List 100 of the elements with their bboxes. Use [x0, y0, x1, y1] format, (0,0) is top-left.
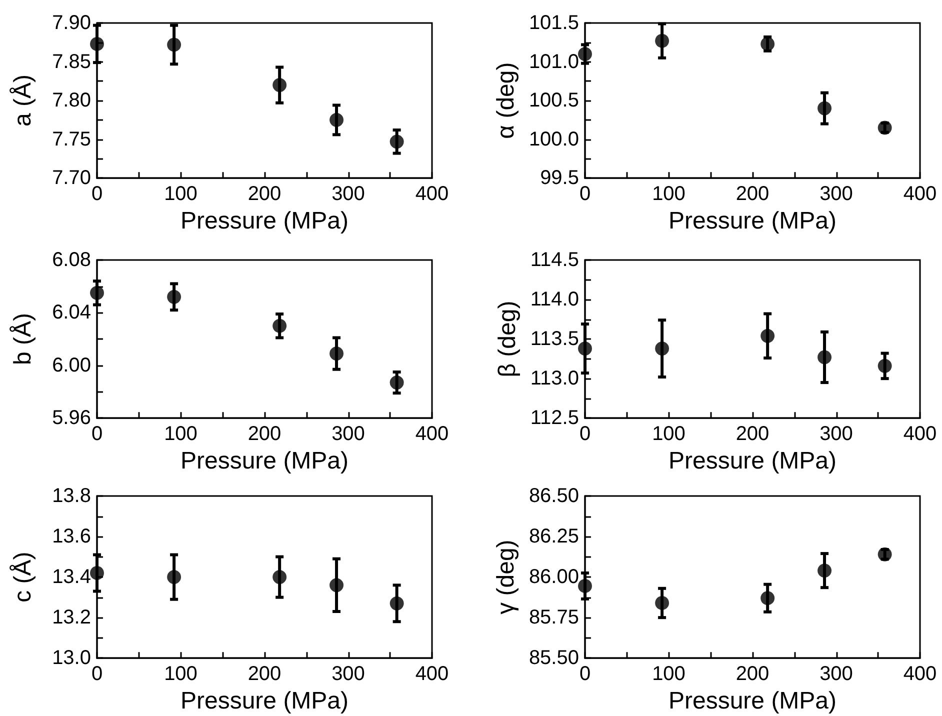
y-tick-label: 113.5 — [530, 328, 579, 350]
y-tick-label: 13.0 — [52, 647, 91, 670]
point — [390, 134, 404, 149]
y-tick-label: 5.96 — [52, 407, 91, 430]
x-axis-title: Pressure (MPa) — [668, 208, 837, 234]
x-tick-label: 300 — [820, 423, 853, 446]
y-tick-label: 13.6 — [52, 526, 91, 548]
y-tick-label: 13.2 — [52, 606, 91, 629]
y-axis-title: α (deg) — [492, 62, 520, 139]
point — [167, 570, 182, 584]
point — [90, 566, 104, 580]
x-tick-label: 0 — [91, 183, 103, 206]
point — [330, 112, 344, 127]
point — [760, 328, 775, 343]
point — [818, 564, 832, 578]
x-tick-label: 400 — [415, 183, 449, 206]
point — [272, 570, 287, 584]
x-tick-label: 400 — [415, 423, 449, 446]
point — [655, 342, 670, 356]
y-tick-label: 100.0 — [528, 128, 579, 150]
y-axis-title: β (deg) — [494, 300, 522, 378]
point — [330, 346, 344, 361]
x-tick-label: 300 — [820, 663, 853, 686]
y-tick-label: 85.50 — [528, 647, 579, 670]
x-tick-label: 100 — [164, 663, 198, 686]
x-tick-label: 300 — [332, 423, 365, 446]
y-tick-label: 7.75 — [52, 128, 91, 150]
y-tick-label: 114.0 — [530, 288, 579, 311]
y-tick-label: 99.5 — [540, 167, 579, 190]
point — [90, 286, 104, 300]
y-tick-label: 113.0 — [530, 368, 579, 390]
point — [878, 547, 892, 562]
x-tick-label: 400 — [903, 183, 937, 206]
x-tick-label: 0 — [579, 183, 591, 206]
x-tick-label: 100 — [652, 423, 686, 446]
y-tick-label: 6.04 — [52, 302, 91, 324]
y-tick-label: 85.75 — [528, 606, 579, 629]
x-tick-label: 200 — [248, 663, 282, 686]
point — [167, 38, 182, 52]
y-axis-title: a (Å) — [10, 74, 36, 127]
x-tick-label: 100 — [652, 663, 686, 686]
x-axis-title: Pressure (MPa) — [668, 688, 837, 714]
point — [390, 376, 404, 390]
point — [578, 342, 592, 356]
y-tick-label: 100.5 — [528, 90, 579, 112]
y-tick-label: 114.5 — [530, 249, 579, 271]
x-tick-label: 100 — [652, 183, 686, 206]
point — [272, 78, 287, 92]
point — [578, 578, 592, 593]
x-tick-label: 200 — [736, 183, 770, 206]
x-tick-label: 0 — [91, 423, 103, 446]
point — [760, 591, 775, 606]
x-tick-label: 0 — [579, 423, 591, 446]
x-axis-title: Pressure (MPa) — [180, 688, 349, 714]
y-tick-label: 86.00 — [528, 566, 579, 588]
y-axis-title: b (Å) — [10, 313, 36, 366]
x-tick-label: 0 — [579, 663, 591, 686]
x-tick-label: 200 — [248, 423, 282, 446]
x-axis-title: Pressure (MPa) — [180, 448, 349, 474]
y-tick-label: 86.25 — [528, 526, 579, 548]
point — [878, 358, 892, 373]
x-axis-title: Pressure (MPa) — [180, 208, 349, 234]
x-tick-label: 200 — [736, 423, 770, 446]
y-tick-label: 7.85 — [52, 50, 91, 73]
point — [330, 578, 344, 592]
y-tick-label: 112.5 — [530, 407, 579, 430]
x-axis-title: Pressure (MPa) — [668, 448, 837, 474]
x-tick-label: 300 — [820, 183, 853, 206]
y-axis-title: c (Å) — [10, 552, 36, 602]
point — [390, 596, 404, 610]
x-tick-label: 100 — [164, 183, 198, 206]
x-tick-label: 0 — [91, 663, 103, 686]
x-tick-label: 200 — [248, 183, 282, 206]
x-tick-label: 400 — [903, 423, 937, 446]
y-tick-label: 7.90 — [52, 12, 91, 34]
point — [90, 36, 104, 51]
point — [272, 318, 287, 333]
point — [167, 290, 182, 304]
y-tick-label: 6.08 — [52, 249, 91, 271]
y-tick-label: 86.50 — [528, 485, 579, 507]
y-tick-label: 13.4 — [52, 566, 91, 588]
x-tick-label: 100 — [164, 423, 198, 446]
y-tick-label: 7.80 — [52, 90, 91, 112]
x-tick-label: 400 — [415, 663, 449, 686]
x-tick-label: 400 — [903, 663, 937, 686]
y-tick-label: 7.70 — [52, 167, 91, 190]
y-tick-label: 6.00 — [52, 354, 91, 376]
y-tick-label: 101.0 — [528, 50, 579, 73]
x-tick-label: 300 — [332, 663, 365, 686]
y-tick-label: 13.8 — [52, 485, 91, 507]
point — [655, 34, 670, 48]
y-tick-label: 101.5 — [528, 12, 579, 34]
x-tick-label: 300 — [332, 183, 365, 206]
point — [655, 596, 670, 610]
x-tick-label: 200 — [736, 663, 770, 686]
y-axis-title: γ (deg) — [492, 540, 520, 614]
point — [760, 36, 775, 51]
point — [818, 101, 832, 116]
point — [818, 350, 832, 364]
point — [878, 120, 892, 135]
